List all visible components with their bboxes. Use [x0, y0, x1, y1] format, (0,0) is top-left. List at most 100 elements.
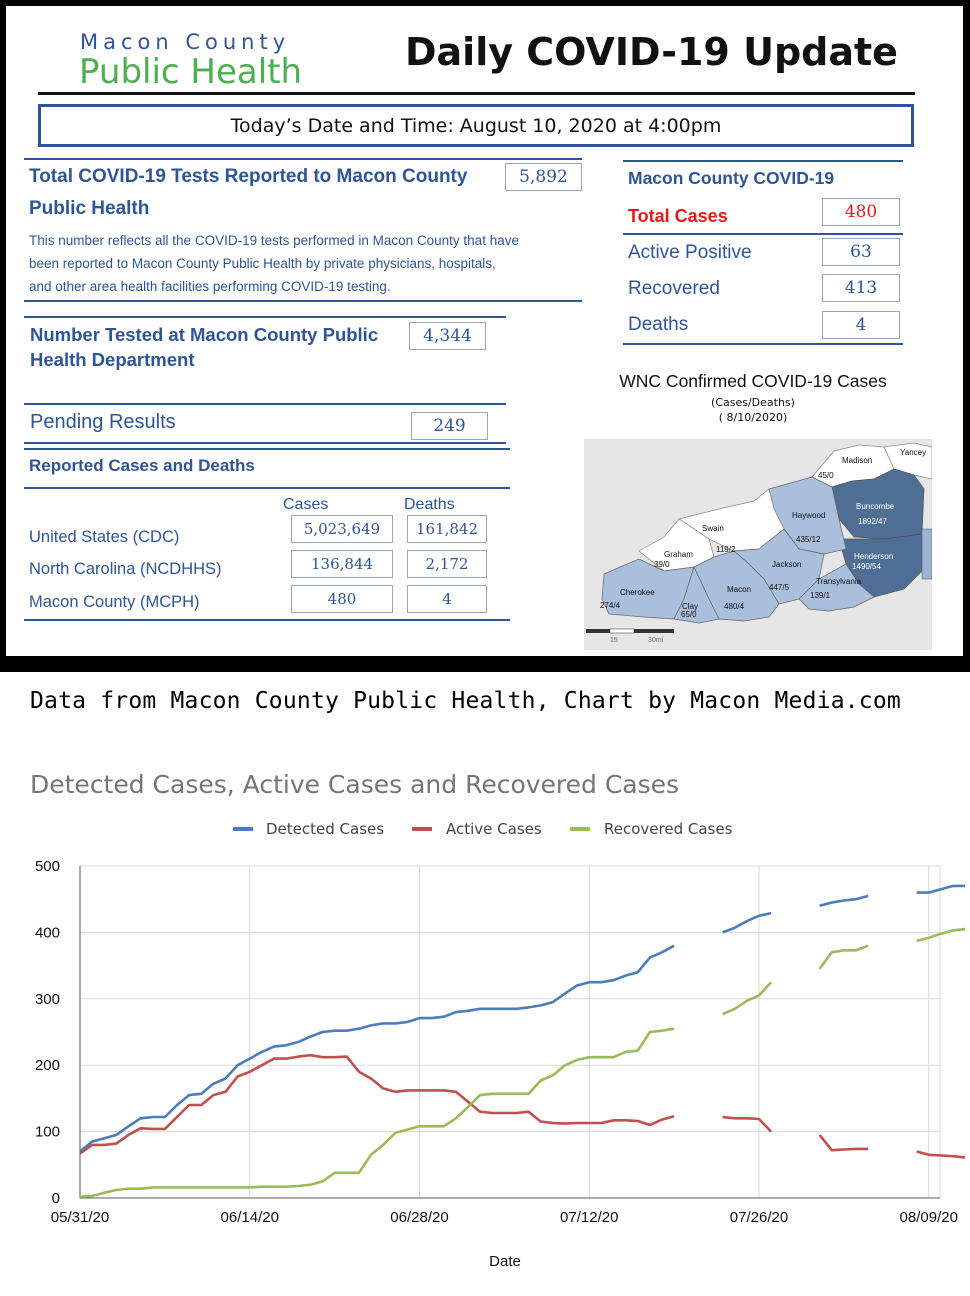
county-name-yancey: Yancey — [900, 448, 926, 457]
x-tick-label: 05/31/20 — [51, 1209, 109, 1226]
county-name-madison: Madison — [842, 456, 872, 465]
county-name-jackson: Jackson — [772, 560, 801, 569]
pending-label: Pending Results — [30, 411, 176, 433]
series-line-0 — [79, 944, 675, 1153]
date-time-box: Today’s Date and Time: August 10, 2020 a… — [38, 104, 914, 147]
x-tick-label: 08/09/20 — [900, 1209, 958, 1226]
county-name-buncombe: Buncombe — [856, 502, 895, 511]
series-line-1 — [722, 1115, 773, 1133]
county-name-graham: Graham — [664, 550, 693, 559]
total-cases-label: Total Cases — [628, 206, 728, 226]
col-cases-header: Cases — [283, 496, 329, 513]
cases-line-chart: 0 100 200 300 400 500 05/31/20 06/14/20 06/28/20… — [35, 820, 966, 1270]
reported-title: Reported Cases and Deaths — [29, 456, 255, 475]
total-cases-value: 480 — [822, 198, 900, 226]
legend-label-1: Active Cases — [446, 820, 542, 838]
x-axis-title: Date — [489, 1253, 521, 1270]
legend-label-2: Recovered Cases — [604, 820, 733, 838]
county-value-haywood: 435/12 — [796, 535, 821, 544]
reported-bottom-rule — [24, 619, 510, 621]
map-subtitle-2: ( 8/10/2020) — [718, 411, 788, 424]
tests-label-2: Public Health — [29, 198, 150, 219]
x-tick-label: 07/26/20 — [730, 1209, 788, 1226]
tests-note-3: and other area health facilities perform… — [29, 279, 391, 294]
map-subtitle-1: (Cases/Deaths) — [711, 396, 795, 409]
county-value-jackson: 447/5 — [769, 583, 790, 592]
row-us-deaths: 161,842 — [407, 515, 487, 543]
county-value-clay: 65/0 — [681, 610, 697, 619]
y-tick-label: 500 — [35, 858, 60, 875]
mcph-label-2: Health Department — [30, 349, 195, 370]
active-positive-label: Active Positive — [628, 242, 752, 263]
county-value-graham: 39/0 — [654, 560, 670, 569]
county-value-macon: 480/4 — [724, 602, 745, 611]
county-name-macon: Macon — [727, 585, 751, 594]
row-macon-cases: 480 — [291, 585, 393, 613]
county-name-swain: Swain — [702, 524, 724, 533]
legend-label-0: Detected Cases — [266, 820, 384, 838]
y-tick-label: 400 — [35, 924, 60, 941]
series-line-2 — [916, 927, 966, 943]
county-title: Macon County COVID-19 — [628, 168, 835, 188]
tests-note-1: This number reflects all the COVID-19 te… — [29, 233, 519, 248]
series-line-0 — [722, 911, 772, 934]
series-line-1 — [79, 1053, 675, 1155]
deaths-value: 4 — [822, 311, 900, 339]
series-line-0 — [819, 894, 869, 908]
series-line-0 — [916, 884, 966, 894]
logo-public-health-text: Public Health — [79, 52, 303, 92]
y-tick-label: 300 — [35, 991, 60, 1008]
row-nc-deaths: 2,172 — [407, 550, 487, 578]
series-line-2 — [79, 1027, 675, 1198]
county-value-buncombe: 1892/47 — [858, 517, 887, 526]
deaths-label: Deaths — [628, 314, 689, 335]
row-macon-deaths: 4 — [407, 585, 487, 613]
tests-note-2: been reported to Macon County Public Hea… — [29, 256, 496, 271]
reported-top-rule — [24, 448, 510, 450]
map-scale-30: 30mi — [648, 637, 664, 644]
row-macon-name: Macon County (MCPH) — [29, 593, 200, 611]
row-us-name: United States (CDC) — [29, 528, 180, 546]
tests-value-box: 5,892 — [505, 163, 582, 191]
title-rule — [38, 92, 915, 95]
county-name-cherokee: Cherokee — [620, 588, 655, 597]
row-nc-name: North Carolina (NCDHHS) — [29, 560, 222, 578]
county-top-rule — [623, 160, 903, 162]
series-line-2 — [722, 981, 773, 1016]
chart-title: Detected Cases, Active Cases and Recover… — [30, 770, 680, 799]
row-nc-cases: 136,844 — [291, 550, 393, 578]
county-value-swain: 119/2 — [716, 545, 736, 554]
mcph-label-1: Number Tested at Macon County Public — [30, 324, 379, 345]
tests-top-rule — [24, 158, 582, 160]
mcph-top-rule — [24, 316, 506, 318]
map-title: WNC Confirmed COVID-19 Cases — [619, 371, 887, 391]
tests-label-1: Total COVID-19 Tests Reported to Macon C… — [29, 166, 468, 187]
mcph-value-box: 4,344 — [409, 322, 486, 350]
recovered-value: 413 — [822, 274, 900, 302]
source-credit: Data from Macon County Public Health, Ch… — [30, 688, 901, 714]
county-name-clay: Clay — [682, 602, 698, 611]
wnc-county-map: 15 30mi Madison 45/0 Yancey Buncombe 189… — [584, 439, 932, 650]
y-tick-label: 0 — [52, 1190, 60, 1207]
county-name-henderson: Henderson — [854, 552, 893, 561]
county-value-henderson: 1490/54 — [852, 562, 881, 571]
x-tick-label: 06/14/20 — [221, 1209, 279, 1226]
reported-title-rule — [24, 487, 510, 489]
active-positive-value: 63 — [822, 238, 900, 266]
county-value-transylvania: 139/1 — [810, 591, 831, 600]
county-name-haywood: Haywood — [792, 511, 825, 520]
pending-value-box: 249 — [411, 412, 488, 440]
series-line-1 — [916, 1150, 966, 1159]
y-tick-label: 200 — [35, 1057, 60, 1074]
map-scale-bar — [586, 629, 610, 633]
county-total-rule — [623, 233, 903, 235]
county-value-cherokee: 274/4 — [600, 601, 621, 610]
x-tick-label: 07/12/20 — [560, 1209, 618, 1226]
county-name-transylvania: Transylvania — [816, 577, 862, 586]
tests-bottom-rule — [24, 300, 582, 302]
x-tick-label: 06/28/20 — [390, 1209, 448, 1226]
series-line-1 — [818, 1134, 869, 1152]
col-deaths-header: Deaths — [404, 496, 455, 513]
page-title: Daily COVID-19 Update — [405, 30, 898, 74]
pending-top-rule — [24, 403, 506, 405]
